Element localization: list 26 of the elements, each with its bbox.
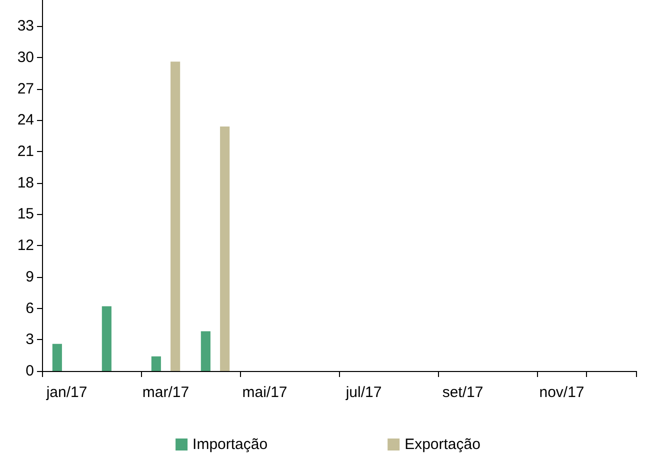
x-tick-label: nov/17 — [539, 384, 584, 401]
y-tick-label: 0 — [26, 362, 34, 380]
x-tick-label: jul/17 — [344, 384, 382, 401]
y-tick-label: 9 — [26, 268, 34, 286]
bar — [102, 306, 112, 371]
x-tick-label: mar/17 — [142, 384, 190, 401]
y-tick-label: 27 — [17, 80, 34, 98]
y-tick-label: 18 — [17, 174, 34, 192]
y-tick-label: 30 — [17, 48, 34, 66]
y-tick-label: 33 — [17, 18, 34, 35]
y-tick-label: 21 — [17, 143, 34, 160]
x-tick-label: set/17 — [442, 384, 484, 401]
bar — [200, 331, 210, 371]
x-tick-label: mai/17 — [242, 384, 288, 401]
legend-label: Importação — [192, 436, 268, 453]
bar — [151, 356, 161, 371]
y-tick-label: 15 — [17, 206, 34, 223]
y-tick-label: 3 — [26, 331, 34, 348]
y-tick-label: 12 — [17, 237, 34, 254]
bar — [170, 62, 180, 371]
y-tick-label: 6 — [26, 300, 34, 317]
bar — [220, 126, 230, 371]
bar — [52, 344, 62, 371]
x-tick-label: jan/17 — [45, 384, 88, 401]
legend-label: Exportação — [404, 436, 480, 453]
y-tick-label: 24 — [17, 112, 34, 129]
